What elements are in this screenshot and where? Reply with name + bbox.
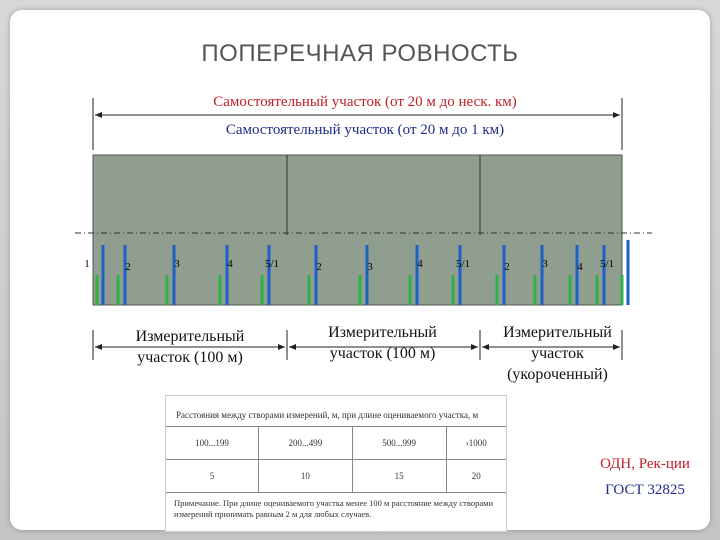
marker-label: 4 bbox=[227, 258, 233, 270]
table-header: Расстояния между створами измерений, м, … bbox=[166, 396, 506, 427]
span-label: Самостоятельный участок (от 20 м до неск… bbox=[213, 94, 517, 110]
marker-label: 2 bbox=[125, 261, 131, 273]
marker-label: 3 bbox=[542, 258, 548, 270]
marker-label: 4 bbox=[417, 258, 423, 270]
cell: 15 bbox=[352, 459, 447, 493]
section-label: Измерительный участок (укороченный) bbox=[503, 324, 612, 383]
marker-label: 3 bbox=[174, 258, 180, 270]
section-label: Измерительный участок (100 м) bbox=[328, 324, 437, 362]
section-label: Измерительный участок (100 м) bbox=[135, 328, 245, 366]
cell: 200...499 bbox=[258, 427, 353, 460]
table-note: Примечание. При длине оцениваемого участ… bbox=[174, 498, 494, 519]
cell: 100...199 bbox=[166, 427, 259, 460]
span-label: Самостоятельный участок (от 20 м до 1 км… bbox=[225, 122, 505, 138]
measure-poles bbox=[95, 240, 630, 305]
marker-label: 4 bbox=[577, 261, 583, 273]
table: 100...199 200...499 500...999 ›1000 5 10 15 20 bbox=[166, 427, 506, 493]
cell: 5 bbox=[166, 459, 259, 493]
cell: 20 bbox=[446, 459, 506, 493]
dimension-lines bbox=[92, 98, 623, 360]
source: ОДН, Рек-ции bbox=[600, 456, 690, 472]
marker-label: 5/1 bbox=[599, 258, 615, 270]
cell: ›1000 bbox=[446, 427, 506, 460]
source: ГОСТ 32825 bbox=[605, 482, 685, 498]
marker-label: 5/1 bbox=[455, 258, 471, 270]
title: ПОПЕРЕЧНАЯ РОВНОСТЬ bbox=[201, 40, 519, 67]
table-image: Расстояния между створами измерений, м, … bbox=[165, 395, 507, 532]
marker-label: 5/1 bbox=[264, 258, 280, 270]
marker-label: 3 bbox=[367, 261, 373, 273]
marker-label: 2 bbox=[316, 261, 322, 273]
marker-label: 2 bbox=[504, 261, 510, 273]
marker-label: 1 bbox=[84, 258, 90, 270]
cell: 10 bbox=[258, 459, 353, 493]
cell: 500...999 bbox=[352, 427, 447, 460]
